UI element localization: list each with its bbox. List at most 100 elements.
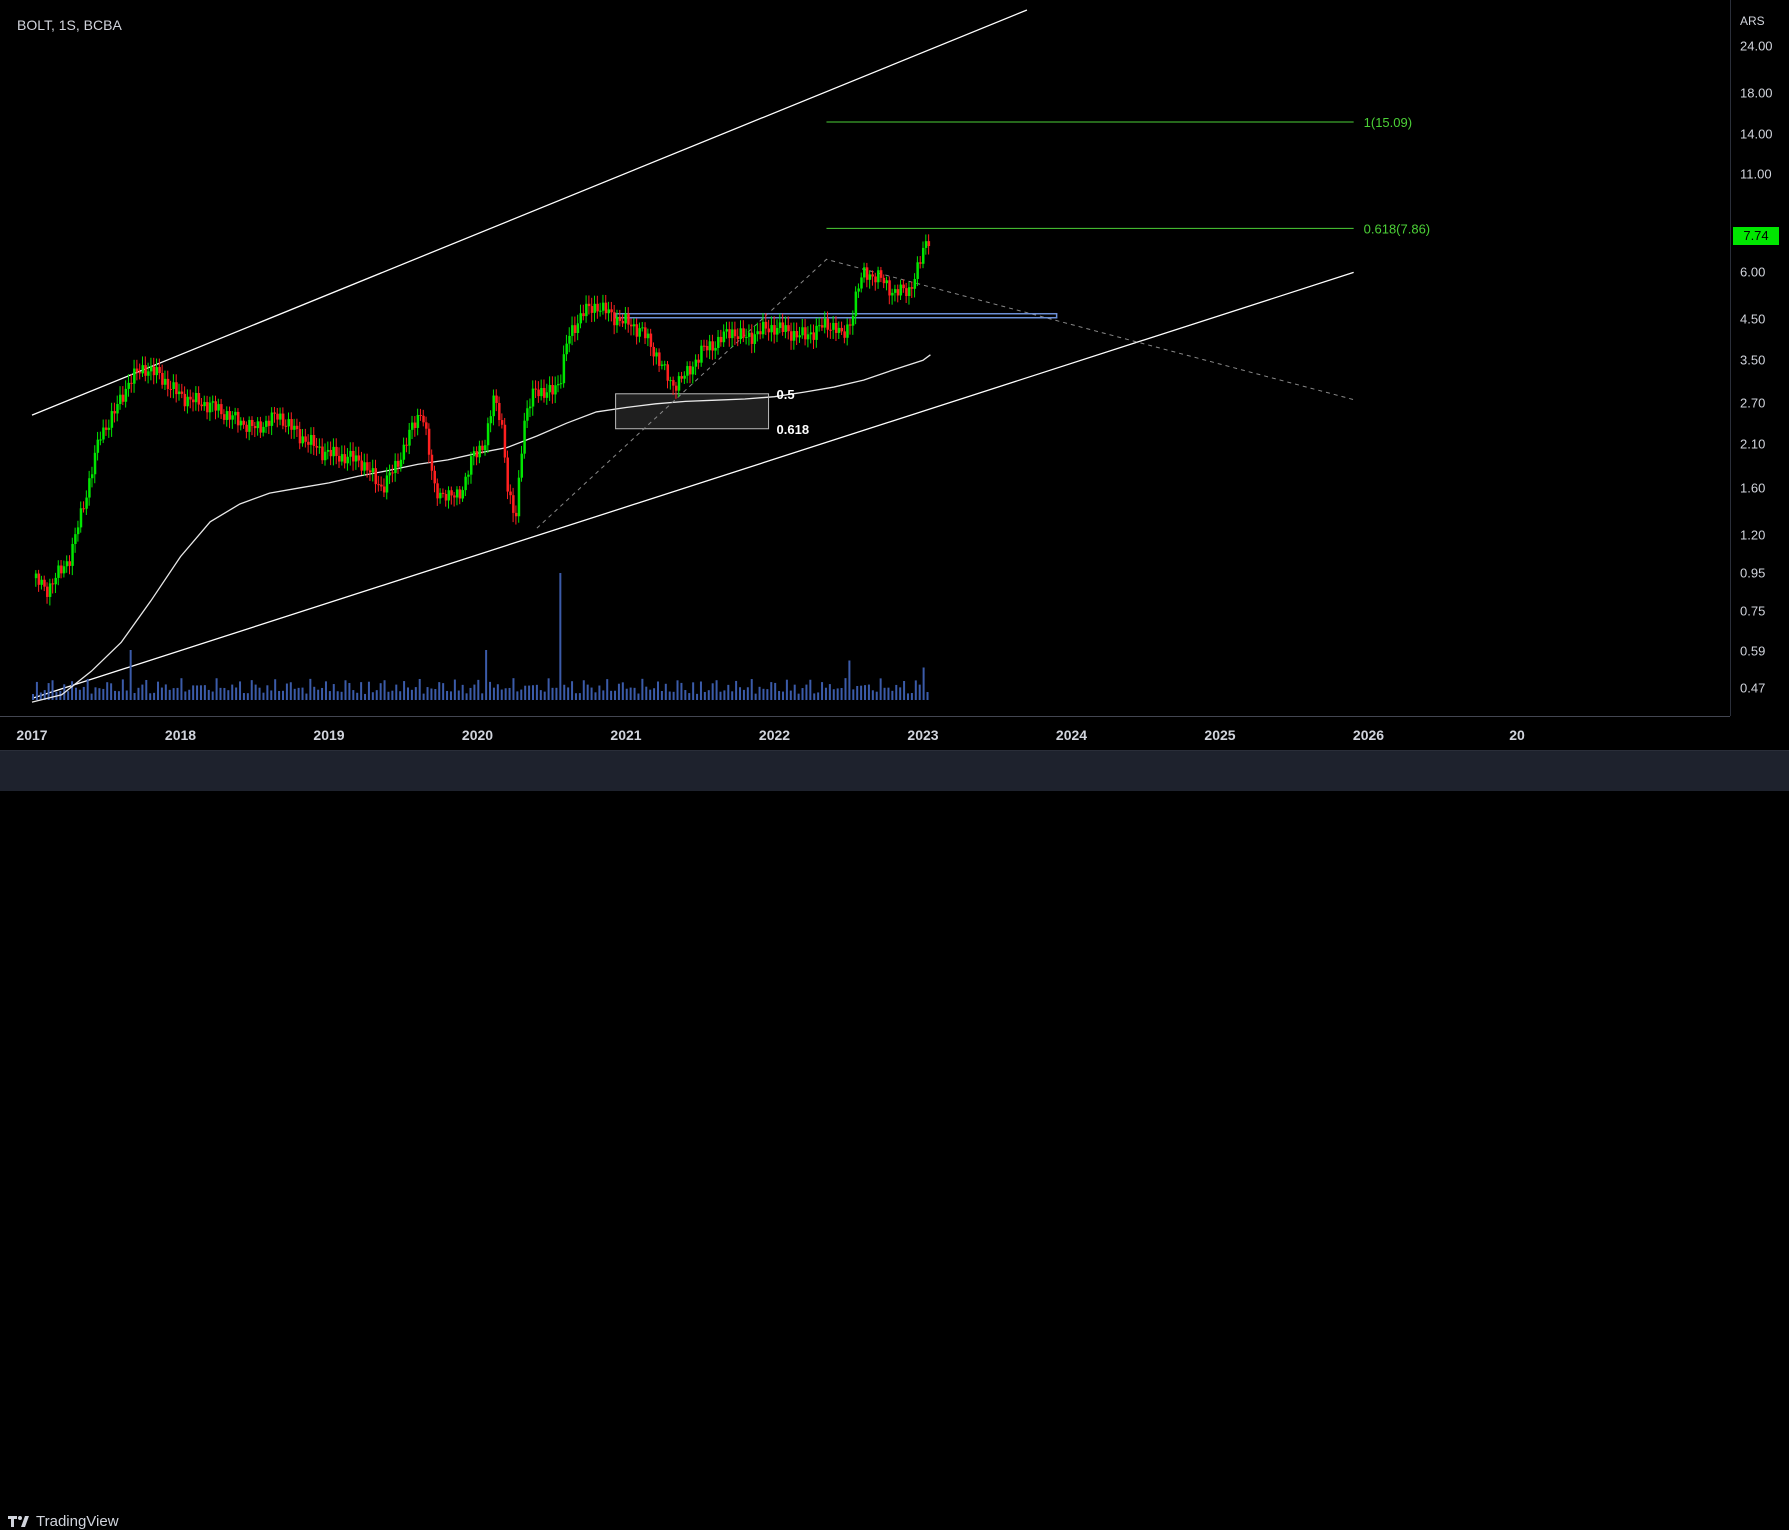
volume-bar (129, 650, 132, 700)
candle-body (467, 474, 470, 477)
candle-body (599, 310, 602, 312)
candle-body (68, 561, 71, 566)
volume-bar (199, 685, 202, 700)
candle-body (512, 495, 515, 513)
candle-body (863, 267, 866, 278)
candle-body (127, 382, 130, 389)
volume-bar (856, 685, 859, 700)
price-axis[interactable] (1730, 0, 1789, 716)
candle-body (604, 302, 608, 314)
last-price-badge: 7.74 (1733, 227, 1779, 245)
volume-bar (672, 691, 675, 700)
candle-body (691, 366, 695, 375)
price-tick-label: 14.00 (1740, 126, 1773, 142)
candle-body (149, 366, 153, 372)
candle-body (399, 459, 403, 467)
candle-body (321, 446, 324, 461)
volume-bar (563, 684, 566, 700)
volume-bar (836, 688, 839, 700)
candle-body (910, 287, 914, 289)
volume-bar (567, 687, 570, 700)
volume-bar (629, 687, 632, 700)
price-tick-label: 4.50 (1740, 311, 1766, 327)
volume-bar (356, 692, 359, 700)
price-chart[interactable]: 1(15.09) 0.618(7.86) 0.5 0.618 (0, 0, 1730, 716)
volume-bar (215, 678, 218, 700)
candle-body (419, 414, 422, 416)
candle-body (495, 395, 498, 403)
candle-body (728, 329, 731, 339)
time-axis[interactable] (0, 716, 1730, 751)
volume-bar (703, 691, 706, 700)
volume-bar (203, 685, 206, 700)
candle-body (534, 388, 538, 390)
candle-body (267, 420, 271, 426)
volume-bar (180, 678, 183, 700)
volume-bar (422, 693, 425, 700)
candle-body (542, 387, 546, 398)
volume-bar (125, 690, 128, 700)
volume-bar (828, 684, 831, 700)
candle-body (624, 313, 627, 324)
volume-bar (653, 688, 656, 700)
volume-bar (641, 678, 644, 700)
candle-body (236, 411, 240, 426)
candle-body (607, 309, 611, 314)
tradingview-brand[interactable]: TradingView (8, 1513, 119, 1530)
candle-body (568, 335, 571, 344)
candle-body (694, 359, 698, 367)
candle-body (366, 462, 369, 471)
volume-bar (696, 693, 699, 700)
candle-body (349, 450, 352, 457)
volume-bar (153, 692, 156, 700)
candle-body (279, 413, 282, 420)
candle-body (318, 446, 321, 448)
candle-body (688, 366, 692, 375)
candle-body (868, 274, 872, 280)
volume-bar (559, 573, 562, 700)
candle-body (396, 460, 400, 467)
volume-bar (508, 687, 511, 700)
volume-bar (711, 683, 714, 700)
volume-bar (117, 691, 120, 700)
candle-body (722, 331, 726, 343)
volume-bar (192, 685, 195, 700)
candle-body (506, 457, 509, 492)
candle-body (846, 324, 849, 338)
candle-body (731, 329, 734, 339)
volume-bar (512, 678, 515, 700)
candle-body (714, 347, 717, 351)
volume-bar (637, 693, 640, 700)
symbol-label[interactable]: BOLT, 1S, BCBA (17, 17, 122, 33)
candle-body (919, 262, 922, 264)
volume-bar (496, 684, 499, 700)
candle-body (107, 427, 111, 430)
candle-body (652, 346, 655, 357)
candle-body (102, 427, 105, 440)
volume-bar (207, 689, 210, 700)
candle-body (469, 456, 473, 475)
candle-body (374, 468, 378, 485)
candle-body (747, 332, 751, 337)
volume-bar (457, 690, 460, 700)
candle-body (576, 323, 580, 333)
candle-body (840, 327, 844, 332)
candle-body (447, 490, 451, 501)
volume-bar (531, 685, 534, 700)
candle-body (913, 278, 917, 289)
candle-body (590, 306, 594, 313)
candle-body (206, 402, 209, 413)
volume-bar (649, 689, 652, 700)
candle-body (34, 573, 38, 579)
candle-body (871, 274, 874, 277)
candle-body (138, 372, 142, 374)
candle-body (220, 404, 223, 415)
candle-body (166, 378, 170, 389)
candle-body (155, 367, 159, 376)
candle-body (790, 331, 793, 341)
retrace-0618-label: 0.618 (777, 422, 810, 437)
volume-bar (235, 687, 238, 700)
volume-bar (274, 679, 277, 700)
time-tick-label: 2017 (16, 727, 48, 743)
